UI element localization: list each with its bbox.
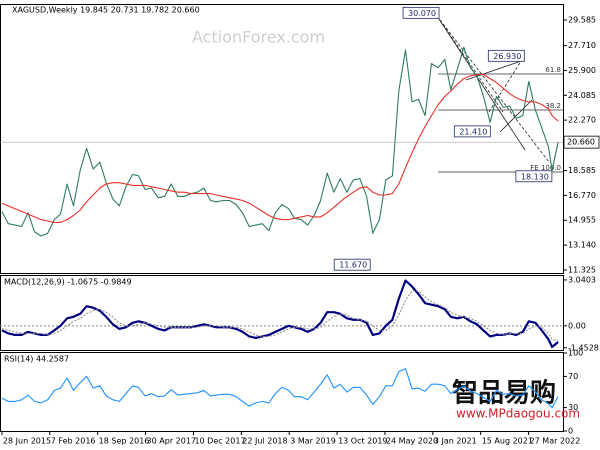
x-tick-label: 22 Jul 2018 bbox=[242, 437, 287, 446]
x-tick-label: 3 Mar 2019 bbox=[290, 437, 336, 446]
y-tick-label: 14.955 bbox=[568, 216, 596, 225]
y-tick-label: 25.900 bbox=[568, 66, 596, 75]
trend-line bbox=[436, 15, 550, 163]
series-line bbox=[1, 368, 559, 409]
y-tick-label: -1.4528 bbox=[568, 343, 599, 352]
series-line bbox=[1, 46, 559, 237]
annotation-box bbox=[402, 6, 440, 19]
x-tick-label: 24 May 2020 bbox=[386, 437, 438, 446]
fib-label: 38.2 bbox=[545, 102, 561, 110]
watermark: ActionForex.com bbox=[192, 28, 325, 47]
x-tick-label: 27 Mar 2022 bbox=[530, 437, 581, 446]
annotation-box bbox=[333, 258, 371, 271]
annotation-box bbox=[487, 49, 525, 62]
annotation-label: 21.410 bbox=[459, 127, 487, 136]
annotation-box bbox=[515, 170, 553, 183]
y-tick-label: 24.085 bbox=[568, 91, 596, 100]
price-panel bbox=[0, 4, 564, 274]
fib-label: FE 100.0 bbox=[530, 164, 561, 172]
trend-line bbox=[465, 59, 525, 81]
series-line bbox=[1, 279, 559, 349]
y-tick-label: 0.00 bbox=[568, 321, 586, 330]
watermark-url: www.MPdaogou.com bbox=[456, 407, 580, 421]
trend-line bbox=[436, 15, 504, 113]
annotation-label: 11.670 bbox=[339, 261, 367, 270]
y-tick-label: 27.710 bbox=[568, 41, 596, 50]
y-tick-label: 3.0403 bbox=[568, 275, 596, 284]
fib-label: 61.8 bbox=[545, 66, 561, 74]
y-tick-label: 18.585 bbox=[568, 166, 596, 175]
x-tick-label: 7 Feb 2016 bbox=[51, 437, 96, 446]
annotation-box bbox=[453, 125, 491, 138]
series-line bbox=[1, 73, 559, 223]
y-tick-label: 100 bbox=[568, 349, 583, 358]
y-tick-label: 70 bbox=[568, 372, 578, 381]
x-tick-label: 3 Jan 2021 bbox=[434, 437, 477, 446]
annotation-label: 26.930 bbox=[493, 52, 521, 61]
y-tick-label: 13.140 bbox=[568, 241, 596, 250]
rsi-panel bbox=[0, 352, 564, 432]
x-tick-label: 18 Sep 2016 bbox=[99, 437, 150, 446]
x-tick-label: 13 Oct 2019 bbox=[338, 437, 387, 446]
watermark-brand: 智品易购 bbox=[452, 379, 556, 409]
rsi-title: RSI(14) 44.2587 bbox=[4, 355, 69, 364]
x-tick-label: 15 Aug 2021 bbox=[482, 437, 533, 446]
annotation-label: 18.130 bbox=[521, 172, 549, 181]
y-tick-label: 0 bbox=[568, 427, 573, 436]
chart-title: XAGUSD,Weekly 19.845 20.731 19.782 20.66… bbox=[12, 6, 200, 15]
x-tick-label: 28 Jun 2015 bbox=[3, 437, 51, 446]
y-tick-label: 29.585 bbox=[568, 15, 596, 24]
x-tick-label: 10 Dec 2017 bbox=[194, 437, 245, 446]
current-price-label: 20.660 bbox=[567, 138, 595, 147]
y-tick-label: 22.270 bbox=[568, 116, 596, 125]
y-tick-label: 16.770 bbox=[568, 191, 596, 200]
macd-title: MACD(12,26,9) -1.0675 -0.9849 bbox=[4, 278, 132, 287]
current-price-box bbox=[563, 135, 600, 149]
trend-line bbox=[499, 99, 533, 133]
annotation-label: 30.070 bbox=[408, 9, 436, 18]
trend-line bbox=[436, 15, 526, 151]
y-tick-label: 30 bbox=[568, 403, 578, 412]
y-tick-label: 11.325 bbox=[568, 265, 596, 274]
x-tick-label: 30 Apr 2017 bbox=[147, 437, 196, 446]
macd-panel bbox=[0, 275, 564, 351]
